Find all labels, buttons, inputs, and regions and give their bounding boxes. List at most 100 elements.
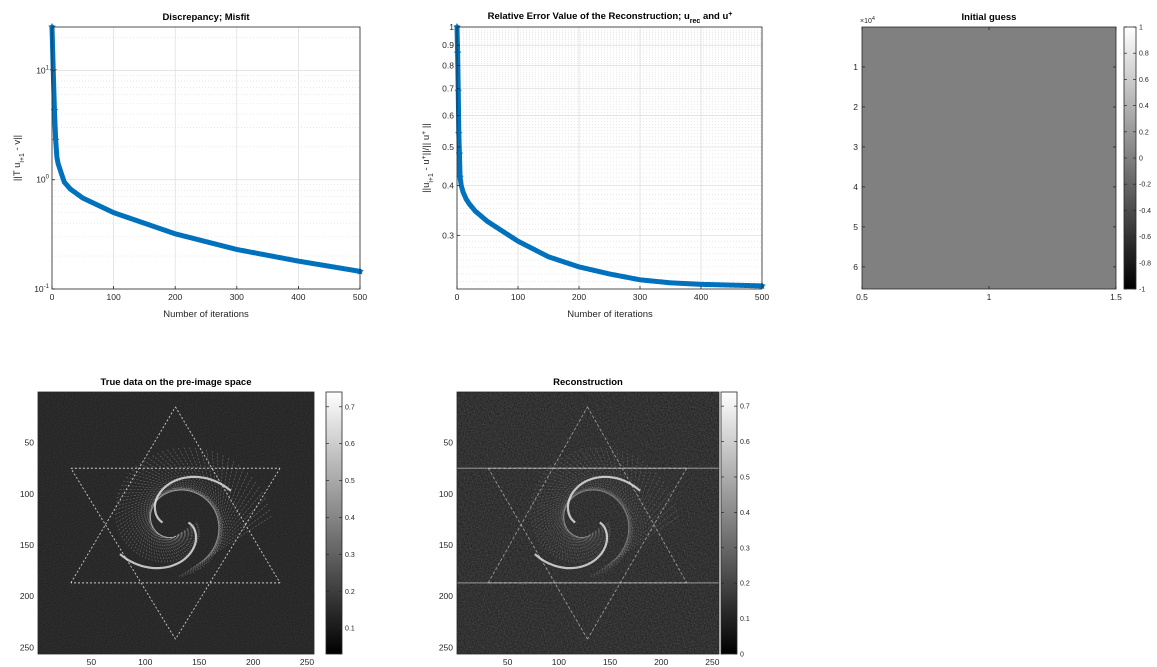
initial-guess-y-exponent: ×104 (860, 16, 875, 25)
spiral-chord (148, 518, 172, 562)
spiral-chord (530, 487, 592, 519)
spiral-chord (593, 509, 678, 577)
spiral-chord (164, 536, 200, 538)
relative-error-y-ticks: 1 0.9 0.8 0.7 0.6 0.5 0.4 0.3 (442, 22, 460, 240)
colorbar-tick-label: 0.1 (345, 626, 355, 633)
colorbar-tick-label: 0.4 (1139, 103, 1149, 110)
spiral-chord (151, 527, 185, 558)
spiral-chord (213, 461, 234, 557)
spiral-chord (586, 522, 609, 538)
colorbar-tick-label: 0.3 (740, 545, 750, 552)
spiral-chord (156, 533, 195, 549)
discrepancy-y-label: ||T ui+1 - v|| (12, 135, 26, 181)
spiral-chord (600, 497, 674, 575)
spiral-chord (147, 457, 218, 508)
discrepancy-plot: 0 100 200 300 400 500 101 100 10-1 Discrepancy;… (12, 12, 367, 320)
data-point-marker (51, 135, 60, 144)
spiral-chord (550, 498, 570, 554)
relative-error-x-ticks: 0 100 200 300 400 500 (455, 286, 769, 302)
y-tick-label: 0.6 (442, 110, 454, 120)
reconstruction-noise (457, 392, 719, 654)
spiral-chord (600, 447, 633, 532)
spiral-chord (162, 536, 199, 542)
initial-guess-x-ticks: 0.5 1 1.5 (856, 27, 1122, 302)
colorbar-tick-label: -0.4 (1139, 208, 1151, 215)
spiral-chord (167, 532, 200, 539)
spiral-chord (158, 534, 196, 548)
spiral-chord (153, 529, 190, 555)
spiral-chord (623, 461, 644, 557)
spiral-chord (578, 534, 611, 539)
colorbar-tick-label: -0.6 (1139, 234, 1151, 241)
x-tick-label: 50 (87, 657, 97, 667)
y-tick-label: 250 (439, 642, 453, 652)
spiral-chord (148, 517, 169, 563)
spiral-chord (159, 535, 197, 546)
x-tick-label: 100 (107, 292, 121, 302)
x-tick-label: 200 (168, 292, 182, 302)
spiral-chord (143, 460, 217, 506)
spiral-chord (558, 504, 566, 559)
spiral-chord (538, 480, 614, 494)
spiral-chord (530, 487, 594, 515)
spiral-chord (579, 449, 632, 520)
x-tick-label: 150 (192, 657, 206, 667)
spiral-chord (563, 507, 566, 561)
spiral-chord (142, 502, 154, 558)
colorbar-tick-label: 0 (740, 652, 744, 659)
spiral-chord (568, 532, 604, 551)
colorbar-tick-label: 0.6 (1139, 77, 1149, 84)
spiral-chord (546, 469, 621, 499)
spiral-chord (217, 453, 220, 548)
spiral-chord (534, 489, 582, 534)
spiral-chord (136, 498, 156, 554)
star-edge (487, 468, 588, 640)
swirl-arm (534, 521, 609, 570)
x-tick-label: 200 (572, 292, 586, 302)
relative-error-axes-box (456, 26, 763, 290)
discrepancy-series-line (49, 24, 363, 274)
colorbar-tick-label: 0.2 (1139, 129, 1149, 136)
swirl-arm (566, 475, 641, 524)
colorbar-tick-label: 0.6 (345, 441, 355, 448)
star-edge (175, 468, 281, 640)
spiral-chord (115, 487, 188, 507)
y-tick-label: 5 (853, 222, 858, 232)
spiral-chord (563, 524, 592, 560)
spiral-chord (189, 497, 266, 575)
spiral-chord (569, 533, 606, 549)
spiral-chord (584, 448, 633, 523)
spiral-chord (206, 449, 222, 542)
x-tick-label: 500 (353, 292, 367, 302)
spiral-chord (562, 517, 581, 563)
data-point-marker (455, 172, 465, 181)
spiral-chord (139, 463, 215, 504)
spiral-chord (571, 534, 607, 548)
colorbar-tick-label: 0.4 (740, 510, 750, 517)
spiral-chord (115, 487, 180, 519)
spiral-chord (148, 513, 163, 563)
spiral-chord (596, 503, 676, 576)
colorbar-tick-label: 0.5 (740, 474, 750, 481)
spiral-chord (200, 448, 223, 539)
spiral-chord (149, 509, 156, 562)
spiral-chord (534, 488, 609, 491)
y-tick-label: 0.8 (442, 61, 454, 71)
spiral-chord (183, 447, 224, 529)
spiral-chord (123, 480, 204, 494)
discrepancy-x-ticks: 0 100 200 300 400 500 (50, 286, 367, 302)
x-tick-label: 200 (654, 657, 668, 667)
star-edge (587, 468, 688, 640)
data-point-marker (454, 129, 463, 138)
y-tick-label: 50 (444, 438, 454, 448)
x-tick-label: 300 (633, 292, 647, 302)
spiral-chord (531, 488, 604, 498)
spiral-chord (549, 466, 623, 501)
relative-error-plot: 0 100 200 300 400 500 10.90.80.70.60.50.40.3 … (421, 11, 770, 321)
x-tick-label: 0 (455, 292, 460, 302)
spiral-chord (174, 522, 198, 538)
spiral-chord (562, 511, 572, 563)
initial-guess-y-ticks: 1 2 3 4 5 6 (853, 62, 1116, 272)
y-tick-label: 2 (853, 102, 858, 112)
y-tick-label: 200 (439, 591, 453, 601)
